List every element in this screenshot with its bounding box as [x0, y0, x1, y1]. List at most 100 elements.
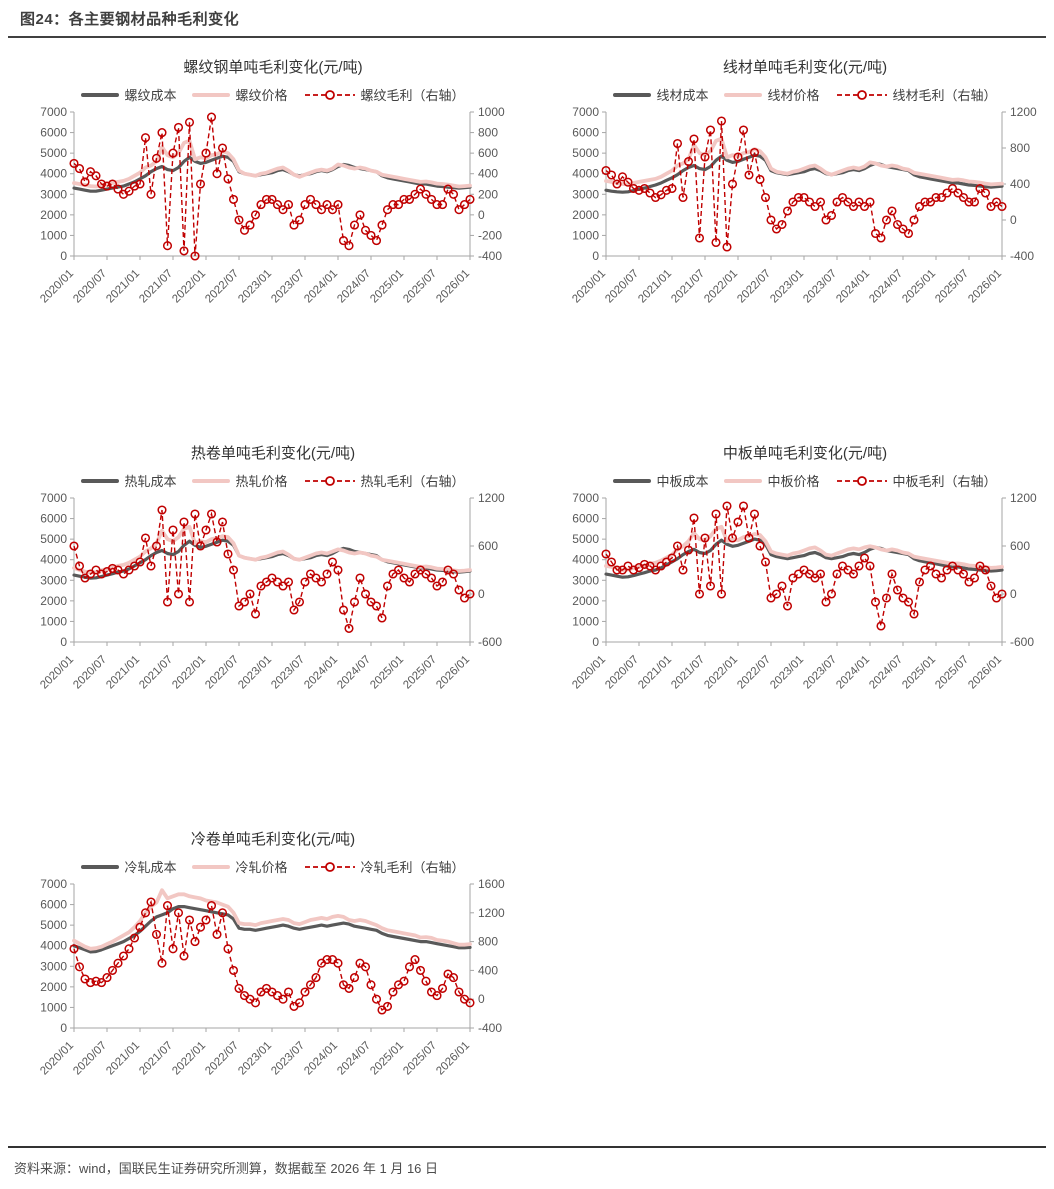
svg-text:2024/01: 2024/01 — [302, 654, 340, 692]
svg-text:0: 0 — [1010, 587, 1017, 601]
svg-text:2021/01: 2021/01 — [104, 268, 142, 306]
chart-title: 线材单吨毛利变化(元/吨) — [722, 59, 888, 76]
legend-label: 中板价格 — [767, 474, 820, 489]
svg-text:5000: 5000 — [40, 918, 67, 932]
legend-item-profit: 热轧毛利（右轴） — [304, 471, 465, 490]
figure-header: 图24：各主要钢材品种毛利变化 — [8, 0, 1046, 38]
legend-item-profit: 中板毛利（右轴） — [836, 471, 997, 490]
svg-text:4000: 4000 — [40, 167, 67, 181]
legend-label: 螺纹毛利（右轴） — [360, 88, 465, 103]
legend-item-cost: 热轧成本 — [81, 471, 176, 490]
svg-text:400: 400 — [1010, 177, 1030, 191]
svg-text:600: 600 — [478, 146, 498, 160]
svg-text:2020/01: 2020/01 — [38, 1040, 76, 1078]
legend-item-price: 螺纹价格 — [192, 85, 288, 104]
svg-text:1000: 1000 — [40, 228, 67, 242]
chart-legend: 螺纹成本 螺纹价格 螺纹毛利（右轴） — [26, 85, 520, 104]
chart-title: 螺纹钢单吨毛利变化(元/吨) — [183, 59, 363, 76]
svg-text:7000: 7000 — [40, 106, 67, 119]
legend-item-profit: 冷轧毛利（右轴） — [304, 857, 465, 876]
legend-label: 螺纹成本 — [124, 88, 177, 103]
svg-text:2023/07: 2023/07 — [269, 654, 307, 692]
legend-item-profit: 线材毛利（右轴） — [836, 85, 997, 104]
legend-label: 螺纹价格 — [235, 88, 288, 103]
svg-text:2020/01: 2020/01 — [38, 654, 76, 692]
svg-text:-400: -400 — [478, 249, 502, 263]
svg-text:2021/07: 2021/07 — [137, 268, 175, 306]
svg-text:2025/07: 2025/07 — [933, 268, 971, 306]
svg-text:2021/07: 2021/07 — [669, 654, 707, 692]
svg-text:3000: 3000 — [40, 187, 67, 201]
svg-text:200: 200 — [478, 187, 498, 201]
svg-text:2021/01: 2021/01 — [104, 1040, 142, 1078]
svg-text:1200: 1200 — [1010, 492, 1037, 505]
profit-dashed-line-swatch-icon — [304, 475, 355, 486]
cost-line-swatch-icon — [81, 92, 120, 97]
svg-text:2020/07: 2020/07 — [603, 268, 641, 306]
profit-dashed-line-swatch-icon — [836, 89, 887, 100]
svg-text:5000: 5000 — [40, 146, 67, 160]
svg-text:2020/07: 2020/07 — [603, 654, 641, 692]
svg-text:2020/01: 2020/01 — [570, 268, 608, 306]
svg-text:2000: 2000 — [572, 594, 599, 608]
price-line-swatch-icon — [724, 478, 763, 483]
svg-text:4000: 4000 — [572, 167, 599, 181]
svg-text:0: 0 — [60, 249, 67, 263]
svg-text:2020/07: 2020/07 — [71, 1040, 109, 1078]
svg-text:2020/01: 2020/01 — [38, 268, 76, 306]
svg-text:2024/01: 2024/01 — [302, 268, 340, 306]
svg-text:2023/01: 2023/01 — [768, 654, 806, 692]
svg-text:600: 600 — [478, 539, 498, 553]
legend-label: 热轧成本 — [124, 474, 177, 489]
svg-text:3000: 3000 — [572, 573, 599, 587]
svg-text:7000: 7000 — [40, 878, 67, 891]
legend-item-price: 冷轧价格 — [192, 857, 288, 876]
legend-item-price: 线材价格 — [724, 85, 820, 104]
svg-text:1000: 1000 — [40, 1000, 67, 1014]
svg-text:2022/07: 2022/07 — [203, 654, 241, 692]
svg-text:2022/07: 2022/07 — [203, 268, 241, 306]
profit-dashed-line-swatch-icon — [304, 861, 355, 872]
svg-text:2026/01: 2026/01 — [434, 654, 472, 692]
figure-footer: 资料来源：wind，国联民生证券研究所测算，数据截至 2026 年 1 月 16… — [8, 1146, 1046, 1187]
svg-text:7000: 7000 — [40, 492, 67, 505]
svg-text:2024/07: 2024/07 — [335, 1040, 373, 1078]
svg-text:2025/01: 2025/01 — [900, 268, 938, 306]
svg-text:0: 0 — [60, 635, 67, 649]
svg-text:2023/01: 2023/01 — [236, 654, 274, 692]
legend-item-profit: 螺纹毛利（右轴） — [304, 85, 465, 104]
svg-text:2022/01: 2022/01 — [170, 654, 208, 692]
svg-text:2026/01: 2026/01 — [434, 1040, 472, 1078]
svg-text:3000: 3000 — [40, 573, 67, 587]
svg-text:2022/07: 2022/07 — [735, 268, 773, 306]
legend-item-cost: 中板成本 — [613, 471, 708, 490]
svg-text:800: 800 — [478, 126, 498, 140]
legend-label: 线材价格 — [767, 88, 820, 103]
svg-text:2021/01: 2021/01 — [636, 268, 674, 306]
chart-wire-rod: 线材单吨毛利变化(元/吨) 线材成本 线材价格 线材毛利（右轴） 7000 600… — [558, 54, 1052, 328]
svg-text:2022/01: 2022/01 — [702, 654, 740, 692]
svg-text:5000: 5000 — [572, 532, 599, 546]
legend-item-cost: 线材成本 — [613, 85, 708, 104]
svg-text:2000: 2000 — [40, 208, 67, 222]
svg-text:6000: 6000 — [572, 512, 599, 526]
charts-grid: 螺纹钢单吨毛利变化(元/吨) 螺纹成本 螺纹价格 螺纹毛利（右轴） 7000 60… — [0, 38, 1054, 1100]
chart-title: 热卷单吨毛利变化(元/吨) — [190, 445, 356, 462]
svg-text:2022/07: 2022/07 — [735, 654, 773, 692]
chart-cold-rolled: 冷卷单吨毛利变化(元/吨) 冷轧成本 冷轧价格 冷轧毛利（右轴） 7000 600… — [26, 826, 520, 1100]
svg-text:2024/07: 2024/07 — [867, 654, 905, 692]
svg-text:2025/07: 2025/07 — [401, 1040, 439, 1078]
chart-legend: 冷轧成本 冷轧价格 冷轧毛利（右轴） — [26, 857, 520, 876]
svg-text:7000: 7000 — [572, 106, 599, 119]
svg-text:2021/07: 2021/07 — [669, 268, 707, 306]
svg-text:2024/07: 2024/07 — [335, 268, 373, 306]
svg-text:6000: 6000 — [572, 126, 599, 140]
svg-text:2026/01: 2026/01 — [966, 654, 1004, 692]
legend-item-price: 中板价格 — [724, 471, 820, 490]
svg-text:2021/01: 2021/01 — [104, 654, 142, 692]
svg-text:1200: 1200 — [478, 906, 505, 920]
svg-text:6000: 6000 — [40, 126, 67, 140]
legend-label: 热轧毛利（右轴） — [360, 474, 465, 489]
svg-text:2026/01: 2026/01 — [966, 268, 1004, 306]
svg-text:2025/01: 2025/01 — [368, 1040, 406, 1078]
